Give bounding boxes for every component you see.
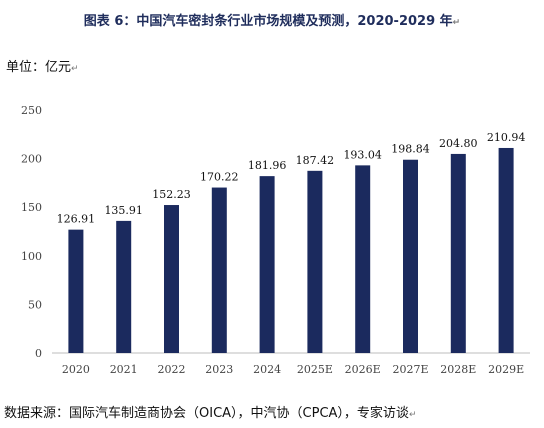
value-label-2024: 181.96 <box>248 159 287 172</box>
value-label-2021: 135.91 <box>104 204 143 217</box>
y-tick-label: 250 <box>21 104 42 117</box>
x-tick-label-2029E: 2029E <box>488 363 524 376</box>
value-labels: 126.91 135.91 152.23 170.22 181.96 187.42 193.… <box>57 131 526 226</box>
y-tick-label: 0 <box>35 347 42 360</box>
bar-2023 <box>211 187 227 353</box>
value-label-2022: 152.23 <box>152 188 191 201</box>
value-label-2026E: 193.04 <box>343 148 382 161</box>
bar-2028E <box>450 153 466 353</box>
value-label-2029E: 210.94 <box>487 131 526 144</box>
x-tick-label-2027E: 2027E <box>392 363 428 376</box>
unit-label: 单位：亿元↵ <box>6 60 79 75</box>
bar-2024 <box>259 176 275 353</box>
bar-2021 <box>116 220 132 353</box>
x-tick-label-2026E: 2026E <box>345 363 381 376</box>
y-axis-ticks: 0 50 100 150 200 250 <box>21 104 42 360</box>
x-tick-label-2023: 2023 <box>205 363 233 376</box>
x-tick-label-2025E: 2025E <box>297 363 333 376</box>
value-label-2023: 170.22 <box>200 171 239 184</box>
return-mark-icon: ↵ <box>71 64 79 74</box>
bar-2025E <box>307 170 323 353</box>
return-mark-icon: ↵ <box>408 410 417 420</box>
bar-2027E <box>403 159 418 353</box>
bar-chart: 0 50 100 150 200 250 126.91 135.91 152.23 170.22… <box>21 104 530 376</box>
y-tick-label: 100 <box>21 250 42 263</box>
bars <box>68 147 514 353</box>
x-axis-ticks: 2020 2021 2022 2023 2024 2025E 2026E 2027E 2028E… <box>62 363 524 376</box>
source-note: 数据来源：国际汽车制造商协会（OICA），中汽协（CPCA），专家访谈↵ <box>4 406 417 421</box>
value-label-2020: 126.91 <box>57 213 96 226</box>
value-label-2025E: 187.42 <box>296 154 335 167</box>
x-tick-label-2024: 2024 <box>253 363 281 376</box>
bar-2022 <box>164 205 179 353</box>
bar-2026E <box>355 165 371 353</box>
y-tick-label: 150 <box>21 201 42 214</box>
x-tick-label-2021: 2021 <box>110 363 138 376</box>
value-label-2028E: 204.80 <box>439 137 478 150</box>
y-tick-label: 200 <box>21 153 42 166</box>
bar-2020 <box>68 229 84 353</box>
x-tick-label-2022: 2022 <box>158 363 186 376</box>
value-label-2027E: 198.84 <box>391 143 430 156</box>
return-mark-icon: ↵ <box>452 18 461 28</box>
x-tick-label-2028E: 2028E <box>440 363 476 376</box>
x-tick-label-2020: 2020 <box>62 363 90 376</box>
y-tick-label: 50 <box>28 298 42 311</box>
bar-2029E <box>498 147 514 353</box>
chart-title: 图表 6：中国汽车密封条行业市场规模及预测，2020-2029 年↵ <box>83 14 461 29</box>
